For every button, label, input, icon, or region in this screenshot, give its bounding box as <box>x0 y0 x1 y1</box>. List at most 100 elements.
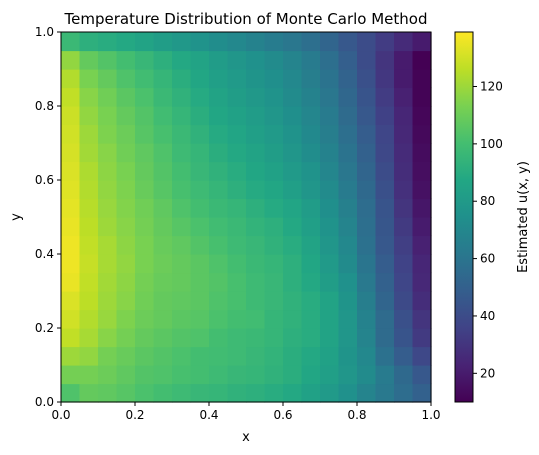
heatmap-cell <box>394 69 414 89</box>
heatmap-cell <box>412 309 432 329</box>
x-axis-label: x <box>242 430 250 445</box>
heatmap-cell <box>394 346 414 366</box>
heatmap-cell <box>61 346 81 366</box>
heatmap-cell <box>190 309 210 329</box>
heatmap-cell <box>412 235 432 255</box>
heatmap-cell <box>135 309 155 329</box>
heatmap-cell <box>153 198 173 218</box>
heatmap-cell <box>320 291 340 311</box>
heatmap-cell <box>412 161 432 181</box>
heatmap-cell <box>338 87 358 107</box>
heatmap-cell <box>61 69 81 89</box>
heatmap-cell <box>412 50 432 70</box>
heatmap-cell <box>412 328 432 348</box>
heatmap-cell <box>61 198 81 218</box>
heatmap-cell <box>394 87 414 107</box>
heatmap-cell <box>375 32 395 52</box>
heatmap-cell <box>153 272 173 292</box>
heatmap-cell <box>283 309 303 329</box>
heatmap-cell <box>320 328 340 348</box>
heatmap-cell <box>190 383 210 403</box>
heatmap-cell <box>190 180 210 200</box>
heatmap-cell <box>190 272 210 292</box>
heatmap-cell <box>172 198 192 218</box>
heatmap-cell <box>79 217 99 237</box>
heatmap-cell <box>227 50 247 70</box>
y-tick-label: 0.0 <box>35 395 54 409</box>
heatmap-cell <box>153 346 173 366</box>
heatmap-cell <box>357 87 377 107</box>
heatmap-cell <box>394 180 414 200</box>
heatmap-cell <box>301 69 321 89</box>
heatmap-cell <box>412 291 432 311</box>
heatmap-cell <box>79 383 99 403</box>
heatmap-cell <box>135 50 155 70</box>
heatmap-cell <box>116 365 136 385</box>
heatmap-cell <box>116 50 136 70</box>
heatmap-cell <box>79 272 99 292</box>
heatmap-cell <box>98 309 118 329</box>
heatmap-cell <box>209 180 229 200</box>
colorbar-tick-label: 100 <box>480 137 503 151</box>
heatmap-cell <box>301 272 321 292</box>
heatmap-cell <box>357 383 377 403</box>
heatmap-cell <box>246 365 266 385</box>
heatmap-cell <box>227 272 247 292</box>
heatmap-cell <box>79 254 99 274</box>
heatmap-cell <box>338 217 358 237</box>
heatmap-cell <box>98 346 118 366</box>
y-tick-label: 0.4 <box>35 247 54 261</box>
heatmap-cell <box>246 106 266 126</box>
heatmap-cell <box>246 198 266 218</box>
heatmap-cell <box>375 50 395 70</box>
heatmap-cell <box>153 328 173 348</box>
heatmap-cell <box>135 217 155 237</box>
heatmap-cell <box>116 32 136 52</box>
heatmap-cell <box>357 69 377 89</box>
heatmap-cell <box>357 328 377 348</box>
heatmap-cell <box>375 383 395 403</box>
heatmap-cell <box>209 235 229 255</box>
heatmap-cell <box>172 124 192 144</box>
heatmap-cell <box>116 69 136 89</box>
heatmap-cell <box>61 143 81 163</box>
heatmap-cell <box>190 235 210 255</box>
heatmap-cell <box>98 180 118 200</box>
heatmap-cell <box>357 161 377 181</box>
heatmap-cell <box>79 87 99 107</box>
heatmap-cell <box>116 272 136 292</box>
heatmap-cell <box>209 106 229 126</box>
heatmap-cell <box>61 328 81 348</box>
heatmap-cell <box>301 143 321 163</box>
heatmap-cell <box>301 217 321 237</box>
heatmap-cell <box>246 272 266 292</box>
heatmap-cell <box>301 124 321 144</box>
heatmap-cell <box>116 346 136 366</box>
heatmap-cell <box>264 217 284 237</box>
heatmap-cell <box>227 87 247 107</box>
heatmap-cell <box>338 32 358 52</box>
heatmap-cell <box>357 309 377 329</box>
heatmap-cell <box>264 309 284 329</box>
heatmap-cell <box>61 254 81 274</box>
heatmap-cell <box>79 161 99 181</box>
heatmap-cell <box>153 235 173 255</box>
heatmap-cell <box>264 272 284 292</box>
heatmap-cell <box>320 180 340 200</box>
colorbar-axis: 20 40 60 80 100 120 <box>473 79 503 380</box>
heatmap-cell <box>98 254 118 274</box>
heatmap-cell <box>116 383 136 403</box>
heatmap-cell <box>172 383 192 403</box>
heatmap-cell <box>320 346 340 366</box>
heatmap-cell <box>301 198 321 218</box>
heatmap-cell <box>301 161 321 181</box>
heatmap-cell <box>412 124 432 144</box>
heatmap-cell <box>320 50 340 70</box>
heatmap-cell <box>338 383 358 403</box>
heatmap-cell <box>79 291 99 311</box>
heatmap-cell <box>209 309 229 329</box>
heatmap-cell <box>209 383 229 403</box>
heatmap-cell <box>301 50 321 70</box>
heatmap-cell <box>61 383 81 403</box>
heatmap-cell <box>135 106 155 126</box>
